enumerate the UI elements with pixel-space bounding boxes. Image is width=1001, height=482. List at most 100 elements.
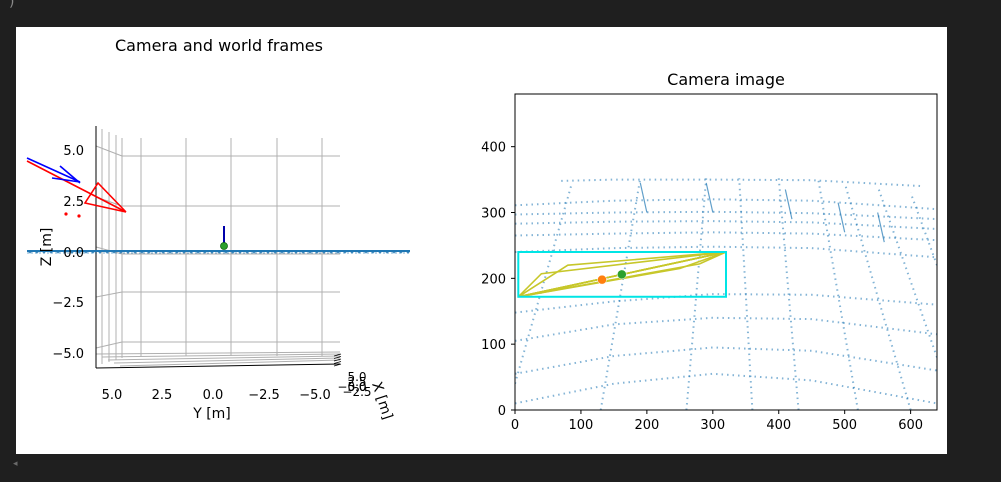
projected-grid-row [515,316,937,342]
ground-grid-point [77,250,81,254]
image-x-ticks: 0 100 200 300 400 500 600 [511,410,923,433]
ground-grid-point [364,250,368,254]
ground-grid-point [308,250,312,254]
projected-grid-row [515,198,937,211]
pane-line [95,291,123,298]
projected-grid-seg [784,189,793,220]
projected-grid-row [515,372,937,405]
y-axis-ticks: 5.0 2.5 0.0 −2.5 −5.0 [102,388,331,403]
image-x-tick-label: 200 [634,418,659,433]
image-y-tick-label: 200 [481,272,506,287]
projected-grid-col [515,185,573,384]
camera-point [77,214,81,218]
ground-grid-point [203,250,207,254]
y-tick-label: 5.0 [102,388,123,403]
ground-grid-point [266,250,270,254]
ground-grid-point [392,250,396,254]
projected-grid-col [843,182,912,410]
frustum-line [26,160,127,213]
ground-grid-point [385,250,389,254]
x-tick-mark [333,361,342,364]
target-point-marker [617,269,627,280]
camera-frustum [26,157,228,250]
ground-grid-point [119,250,123,254]
z-tick-label: −5.0 [52,347,84,362]
floor-line [113,357,341,364]
image-x-tick-label: 100 [569,418,594,433]
projected-grid-col [876,185,937,358]
right-plot-title: Camera image [667,70,785,89]
ground-grid-point [322,250,326,254]
z-tick-label: 2.5 [63,195,84,210]
ground-grid-point [154,250,158,254]
ground-grid-point [133,250,137,254]
ground-grid-point [147,250,151,254]
projected-grid-col [817,179,859,410]
ground-grid-point [259,250,263,254]
floor-line [119,359,341,367]
y-tick-label: 2.5 [152,388,173,403]
image-x-tick-label: 300 [700,418,725,433]
projected-grid-row [515,220,937,230]
z-tick-label: 0.0 [63,246,84,261]
y-tick-label: −2.5 [248,388,280,403]
image-x-tick-label: 400 [766,418,791,433]
bounding-box [517,251,727,298]
image-x-tick-label: 500 [832,418,857,433]
pane-line [95,341,123,349]
ground-grid-point [28,250,32,254]
ground-grid-point [168,250,172,254]
image-y-tick-label: 0 [498,404,506,419]
ground-grid-point [399,250,403,254]
pane-line [95,145,123,157]
ground-grid-point [287,250,291,254]
projected-grid-col [685,178,708,410]
y-axis-label: Y [m] [192,406,231,422]
ground-grid-point [217,250,221,254]
x-tick-mark [333,358,342,362]
ground-grid-point [56,250,60,254]
projected-grid-col [738,178,754,410]
ground-grid-point [140,250,144,254]
x-tick-mark [333,363,342,367]
projected-grid-row [515,231,937,242]
ground-grid-point [84,250,88,254]
ground-grid-point [189,250,193,254]
ground-grid-point [315,250,319,254]
ground-grid-point [378,250,382,254]
ground-grid-point [35,250,39,254]
ground-grid-point [336,250,340,254]
projected-grid-row [515,210,937,221]
image-y-tick-label: 100 [481,338,506,353]
image-y-tick-label: 300 [481,207,506,222]
x-tick-label: 5.0 [347,370,366,384]
projected-point-marker [597,274,607,285]
camera-axis-line [26,157,81,183]
ground-grid-point [350,250,354,254]
floor-line [101,353,341,358]
x-axis-ticks: 5.02.50.0−2.5−5.0 [333,353,372,399]
image-y-ticks: 0 100 200 300 400 [481,141,515,419]
projected-grid-seg [639,182,648,213]
ground-grid-point [273,250,277,254]
ground-grid-point [224,250,228,254]
ground-grid-point [182,250,186,254]
projected-grid-seg [705,182,714,213]
ground-grid-point [175,250,179,254]
x-tick-label: 2.5 [347,375,366,389]
image-x-tick-label: 600 [898,418,923,433]
ground-grid-point [329,250,333,254]
x-tick-mark [333,356,342,359]
left-plot-title: Camera and world frames [115,36,323,55]
scroll-left-arrow[interactable]: ◂ [13,459,18,469]
z-axis-label: Z [m] [39,228,55,267]
ground-grid-point [280,250,284,254]
camera-axis-line [59,165,81,184]
projected-grid-col [599,178,642,410]
ground-grid-point [357,250,361,254]
z-tick-label: 5.0 [63,144,84,159]
ground-grid-point [301,250,305,254]
y-axis-spine [95,363,341,369]
floor-line [107,355,341,361]
